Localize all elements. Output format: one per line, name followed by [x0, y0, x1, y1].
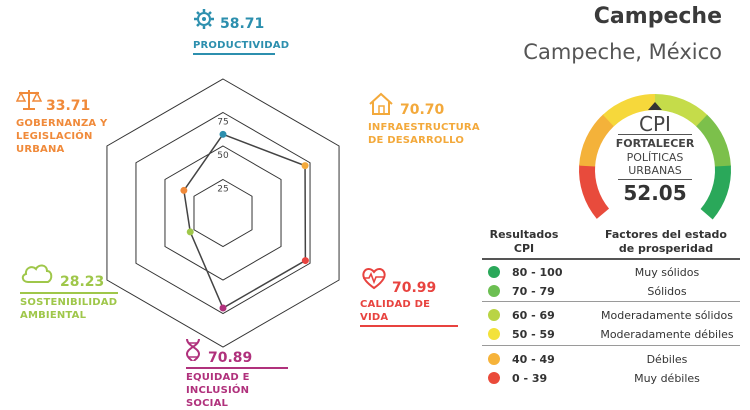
- divider: [193, 53, 275, 55]
- status-dot: [488, 309, 500, 321]
- radar-point-sostenibilidad: [186, 228, 194, 236]
- radar-ring: [193, 178, 253, 248]
- table-header-factors: Factores del estado de prosperidad: [605, 228, 727, 255]
- radar-series-line: [183, 133, 307, 310]
- status-dot: [488, 353, 500, 365]
- gauge-divider: [618, 179, 692, 180]
- gauge-segment: [695, 114, 731, 168]
- factor-label: Muy débiles: [634, 372, 700, 385]
- table-row: 40 - 49 Débiles: [482, 350, 740, 369]
- radar-ring: [164, 145, 282, 281]
- factor-label: Débiles: [646, 353, 688, 366]
- dimension-label: GOBERNANZA Y LEGISLACIÓN URBANA: [16, 118, 108, 155]
- gauge-segment: [602, 94, 656, 127]
- gauge-acronym: CPI: [639, 112, 671, 136]
- gauge-segment: [579, 114, 615, 167]
- radar-point-productividad: [219, 130, 227, 138]
- radar-point-equidad: [219, 304, 227, 312]
- divider: [360, 325, 458, 327]
- dimension-label: SOSTENIBILIDAD AMBIENTAL: [20, 297, 118, 321]
- gauge-line1: FORTALECER: [615, 137, 695, 150]
- status-dot: [488, 285, 500, 297]
- radar-chart: 25 50 75: [106, 78, 340, 348]
- table-row: 50 - 59 Moderadamente débiles: [482, 325, 740, 344]
- house-icon: [369, 92, 393, 115]
- dimension-value: 58.71: [220, 16, 265, 32]
- table-header-results: Resultados CPI: [489, 228, 559, 255]
- dimension-value: 70.70: [400, 102, 445, 118]
- scales-icon: [16, 90, 42, 110]
- factor-label: Moderadamente sólidos: [600, 309, 733, 322]
- dimension-label: PRODUCTIVIDAD: [193, 40, 290, 51]
- range-label: 50 - 59: [512, 328, 555, 341]
- city-location: Campeche, México: [523, 40, 722, 64]
- table-row: 0 - 39 Muy débiles: [482, 369, 740, 388]
- gauge-segment: [654, 94, 708, 128]
- dimension-label: CALIDAD DE VIDA: [360, 299, 431, 323]
- gauge-line2: POLÍTICAS: [626, 151, 684, 164]
- city-name: Campeche: [593, 4, 722, 29]
- gauge-pointer-icon: [648, 102, 662, 110]
- table-row: 60 - 69 Moderadamente sólidos: [482, 306, 740, 325]
- divider: [186, 367, 288, 369]
- ring-tick-label: 25: [217, 185, 228, 195]
- cpi-gauge: [579, 94, 731, 220]
- status-dot: [488, 266, 500, 278]
- range-label: 60 - 69: [512, 309, 555, 322]
- radar-point-gobernanza: [180, 186, 188, 194]
- gauge-line3: URBANAS: [628, 164, 682, 177]
- range-label: 40 - 49: [512, 353, 555, 366]
- cloud-icon: [21, 264, 53, 283]
- range-label: 70 - 79: [512, 285, 555, 298]
- dimension-value: 28.23: [60, 274, 105, 290]
- factor-label: Moderadamente débiles: [600, 328, 734, 341]
- gauge-value: 52.05: [623, 181, 687, 205]
- dimension-value: 33.71: [46, 98, 91, 114]
- table-row: 80 - 100 Muy sólidos: [482, 263, 740, 282]
- table-divider: [482, 258, 740, 260]
- heart-pulse-icon: [362, 268, 386, 290]
- factor-label: Muy sólidos: [634, 266, 700, 279]
- dimension-label: INFRAESTRUCTURA DE DESARROLLO: [368, 122, 480, 146]
- divider: [20, 292, 118, 294]
- gauge-divider: [618, 134, 692, 135]
- range-label: 0 - 39: [512, 372, 548, 385]
- table-row: 70 - 79 Sólidos: [482, 282, 740, 301]
- ring-tick-label: 75: [217, 118, 228, 128]
- gauge-segment: [700, 165, 731, 220]
- dimension-value: 70.99: [392, 280, 437, 296]
- dimension-value: 70.89: [208, 350, 253, 366]
- status-dot: [488, 372, 500, 384]
- radar-ring: [106, 78, 340, 348]
- dimension-label: EQUIDAD E INCLUSIÓN SOCIAL: [186, 372, 250, 409]
- status-dot: [488, 328, 500, 340]
- table-separator: [482, 345, 740, 346]
- factor-label: Sólidos: [647, 285, 687, 298]
- ring-tick-label: 50: [217, 151, 229, 161]
- radar-ring: [135, 111, 311, 315]
- range-label: 80 - 100: [512, 266, 563, 279]
- gauge-segment: [579, 164, 610, 219]
- radar-point-infraestructura: [301, 162, 309, 170]
- dna-icon: [185, 338, 201, 362]
- gear-icon: [194, 9, 214, 29]
- radar-point-calidad: [301, 257, 309, 265]
- table-separator: [482, 301, 740, 302]
